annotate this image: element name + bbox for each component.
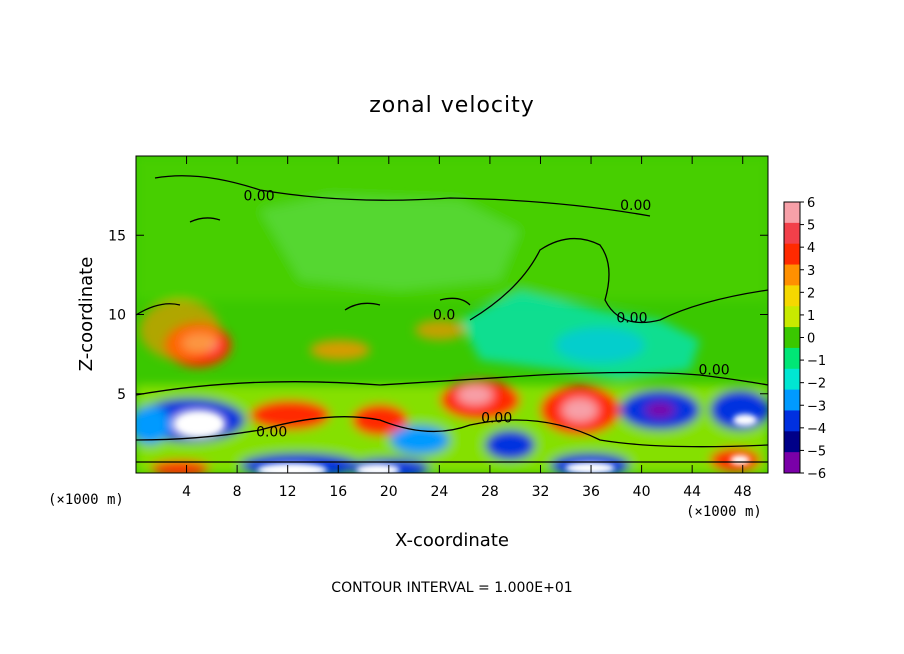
contour-label: 0.00 [256,425,287,441]
x-tick-label: 48 [734,484,752,500]
colorbar-label: 1 [807,309,815,324]
x-tick-label: 8 [233,484,242,500]
colorbar-label: −3 [807,399,826,414]
x-tick-label: 12 [279,484,297,500]
y-tick-label: 15 [108,228,126,244]
contour-label: 0.0 [433,307,455,323]
x-tick-label: 44 [683,484,701,500]
colorbar-label: 6 [807,196,815,211]
colorbar-swatch [784,327,800,349]
x-tick-label: 4 [182,484,191,500]
colorbar-label: 3 [807,264,815,279]
colorbar-label: −4 [807,422,826,437]
colorbar-swatch [784,368,800,391]
colorbar-swatch [784,347,800,370]
contour-label: 0.00 [481,410,512,426]
field-peaks [178,414,757,473]
x-axis-ticks: 4 8 12 16 20 24 28 32 36 40 44 48 [182,156,752,500]
colorbar-label: 4 [807,241,815,256]
colorbar-label: 0 [807,332,815,347]
colorbar: 6 5 4 3 2 1 0 −1 −2 −3 −4 −5 −6 [783,196,826,482]
colorbar-swatch [784,285,800,307]
colorbar-label: −5 [807,444,826,459]
colorbar-label: −1 [807,354,826,369]
contour-lines [136,175,768,463]
colorbar-swatch [784,243,800,266]
colorbar-swatch [784,306,800,328]
contour-interval-footer: CONTOUR INTERVAL = 1.000E+01 [331,580,572,596]
x-unit-left: (×1000 m) [48,492,124,508]
colorbar-label: 2 [807,286,815,301]
colorbar-label: 5 [807,219,815,234]
contour-label: 0.00 [620,198,651,214]
y-tick-label: 5 [117,387,126,403]
colorbar-swatch [784,389,800,411]
colorbar-swatch [784,222,800,245]
contour-labels: 0.00 0.00 0.00 0.00 0.00 0.00 0.0 [243,188,729,440]
colorbar-swatch [784,452,800,474]
contour-label: 0.00 [243,188,274,204]
colorbar-swatch [784,410,800,432]
x-tick-label: 20 [380,484,398,500]
x-axis-label: X-coordinate [395,530,509,551]
x-unit-right: (×1000 m) [686,504,762,520]
x-tick-label: 32 [532,484,550,500]
chart-title: zonal velocity [369,93,535,118]
colorbar-swatch [784,264,800,286]
contour-label: 0.00 [698,363,729,379]
y-tick-label: 10 [108,308,126,324]
colorbar-label: −6 [807,467,826,482]
contour-label: 0.00 [616,310,647,326]
x-tick-label: 36 [582,484,600,500]
x-tick-label: 40 [633,484,651,500]
colorbar-swatch [784,431,800,453]
y-axis-label: Z-coordinate [76,257,97,372]
y-axis-ticks: 5 10 15 [108,228,768,403]
x-tick-label: 16 [329,484,347,500]
x-tick-label: 28 [481,484,499,500]
x-tick-label: 24 [430,484,448,500]
colorbar-swatch [784,202,800,224]
heatmap-field [136,156,768,473]
colorbar-label: −2 [807,377,826,392]
